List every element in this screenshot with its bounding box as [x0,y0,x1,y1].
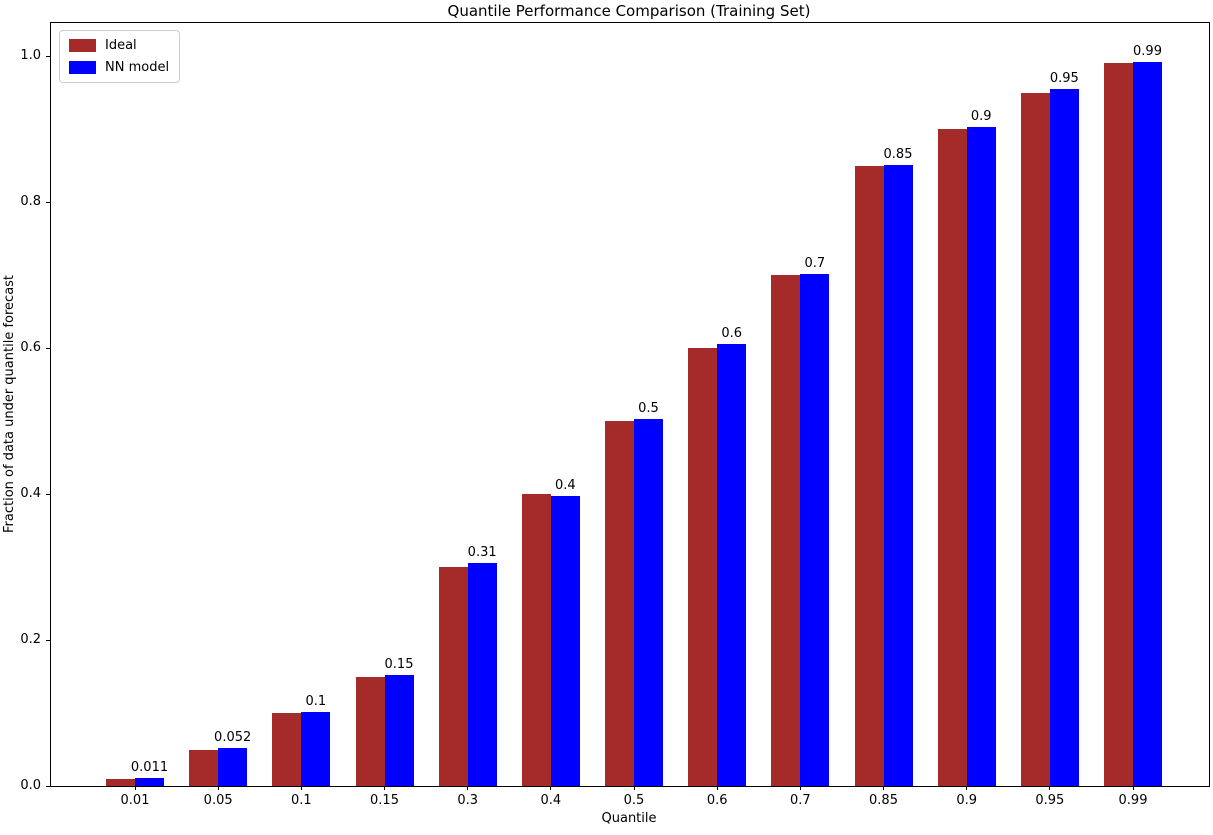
bar-nn-model-0.99 [1133,61,1162,786]
bar-ideal-0.9 [937,129,967,786]
y-tick-mark [46,639,50,641]
y-tick-mark [46,493,50,495]
y-tick-mark [46,55,50,57]
bar-nn-model-0.7 [800,274,830,786]
bar-nn-model-0.3 [467,563,497,786]
chart-title: Quantile Performance Comparison (Trainin… [447,2,811,20]
legend: Ideal NN model [59,30,181,83]
bar-nn-model-0.1 [301,711,331,786]
bar-ideal-0.5 [605,421,634,786]
bar-nn-model-0.4 [550,496,580,786]
bar-ideal-0.01 [106,778,135,786]
x-tick-label: 0.85 [869,793,898,808]
bar-nn-model-0.95 [1049,88,1079,786]
x-tick-label: 0.4 [540,793,562,808]
bar-value-label: 0.7 [804,256,826,272]
x-tick-label: 0.05 [203,793,233,808]
legend-item-nn-model: NN model [69,60,169,75]
x-tick-mark [799,786,801,790]
y-tick-mark [46,347,50,349]
x-tick-mark [1132,786,1134,790]
x-tick-label: 0.01 [120,793,150,808]
plot-area: Ideal NN model 0.0 0.2 0.4 0.6 0.8 1.0 0.01 0.0… [20,22,1210,808]
x-tick-mark [966,786,968,790]
x-tick-label: 0.5 [623,793,645,808]
legend-label-ideal: Ideal [105,38,137,53]
x-axis-label: Quantile [601,811,657,826]
bar-value-label: 0.052 [214,730,252,746]
bar-value-label: 0.9 [970,108,992,124]
x-tick-label: 0.15 [370,793,399,808]
x-tick-label: 0.6 [706,793,728,808]
bar-nn-model-0.05 [218,748,248,786]
bar-nn-model-0.01 [135,777,164,786]
bar-nn-model-0.15 [384,675,414,786]
y-tick-label: 0.0 [20,778,41,793]
bar-value-label: 0.99 [1133,43,1162,59]
x-tick-label: 0.95 [1035,793,1065,808]
bar-ideal-0.95 [1020,92,1050,786]
bar-value-label: 0.85 [883,146,913,162]
bar-value-label: 0.1 [305,693,327,709]
x-tick-mark [716,786,718,790]
x-tick-mark [633,786,635,790]
bar-value-label: 0.4 [554,478,576,494]
bar-ideal-0.3 [438,567,468,786]
bar-value-label: 0.5 [638,400,659,416]
x-tick-mark [384,786,385,790]
x-tick-mark [134,786,136,790]
y-tick-mark [46,201,50,203]
legend-label-nn-model: NN model [105,60,170,75]
bar-value-label: 0.011 [130,759,169,775]
x-tick-label: 0.7 [789,793,811,808]
bar-value-label: 0.6 [721,326,742,342]
x-tick-label: 0.3 [457,793,478,808]
bar-value-label: 0.31 [467,545,497,561]
legend-swatch-ideal [69,39,96,52]
bar-value-label: 0.95 [1049,70,1079,86]
legend-item-ideal: Ideal [69,38,169,53]
bar-ideal-0.99 [1104,63,1133,786]
bar-nn-model-0.6 [717,344,747,786]
x-tick-mark [550,786,552,790]
bar-ideal-0.7 [771,275,801,786]
bar-ideal-0.6 [688,348,718,786]
y-tick-mark [46,785,50,787]
bar-ideal-0.05 [189,749,219,786]
y-tick-label: 0.2 [20,632,41,647]
x-tick-mark [1049,786,1051,790]
x-tick-mark [467,786,469,790]
y-tick-label: 0.6 [20,340,41,355]
bar-ideal-0.1 [272,713,302,786]
y-tick-label: 0.8 [20,194,41,209]
x-tick-label: 0.99 [1118,793,1148,808]
bar-nn-model-0.5 [634,418,663,786]
x-tick-mark [300,786,302,790]
y-tick-label: 0.4 [20,486,41,501]
y-axis-label: Fraction of data under quantile forecast [2,274,17,533]
bar-value-label: 0.15 [384,657,414,673]
x-tick-label: 0.9 [956,793,977,808]
legend-swatch-nn-model [69,61,96,74]
bar-nn-model-0.85 [883,164,913,786]
bar-ideal-0.4 [521,494,551,786]
y-tick-label: 1.0 [20,48,41,63]
bar-ideal-0.85 [854,165,884,786]
x-tick-label: 0.1 [290,793,312,808]
x-tick-mark [883,786,884,790]
x-tick-mark [217,786,219,790]
bar-ideal-0.15 [355,676,385,786]
bar-nn-model-0.9 [966,126,996,786]
